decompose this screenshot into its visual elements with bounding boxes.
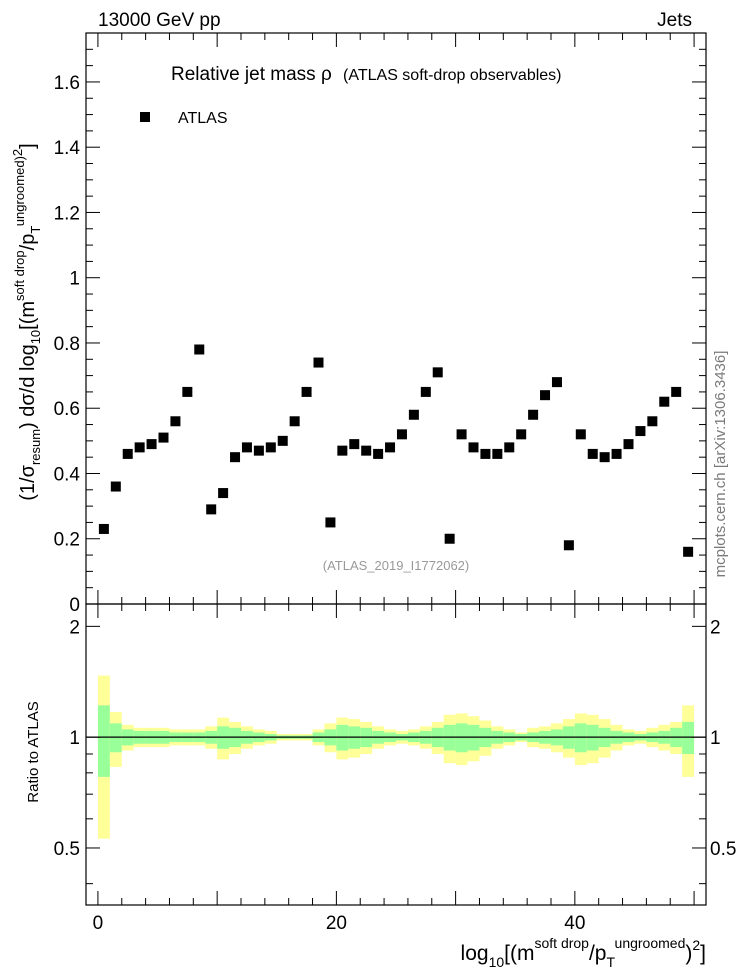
side-credit: mcplots.cern.ch [arXiv:1306.3436]	[712, 351, 729, 578]
ratio-uncertainty-bands	[97, 675, 695, 839]
data-point	[313, 357, 324, 368]
legend-marker-square	[140, 112, 150, 122]
x-tick-label: 0	[93, 913, 104, 934]
data-point	[647, 416, 658, 427]
y-tick-label: 1	[69, 269, 80, 290]
data-point	[134, 442, 145, 453]
data-point	[587, 448, 598, 459]
beam-label: 13000 GeV pp	[98, 10, 221, 31]
data-point	[158, 432, 169, 443]
x-axis-label: log10[(msoft drop/pTungroomed)2]	[461, 935, 706, 970]
y-tick-label: 0.4	[54, 464, 81, 485]
data-point	[253, 445, 264, 456]
data-point	[623, 439, 634, 450]
data-point	[563, 540, 574, 551]
y-tick-label: 0	[69, 595, 80, 616]
ratio-axis-ticks: 0.5 0.51 12 20 20 40	[54, 604, 736, 934]
svg-text:(1/σresum) dσ/d log10[(msoft d: (1/σresum) dσ/d log10[(msoft drop/pTungr…	[10, 143, 43, 500]
y-tick-label: 0.6	[54, 399, 80, 420]
data-point	[170, 416, 181, 427]
x-tick-label: 20	[326, 913, 347, 934]
y-tick-label: 1.2	[54, 203, 80, 224]
data-point	[575, 429, 586, 440]
data-point	[683, 546, 694, 557]
ratio-plot-frame	[85, 603, 707, 906]
data-points	[98, 344, 694, 557]
main-y-axis-label: (1/σresum) dσ/d log10[(msoft drop/pTungr…	[10, 143, 43, 500]
ratio-y-tick-label-right: 0.5	[710, 839, 736, 860]
legend-label: ATLAS	[178, 110, 228, 127]
data-point	[194, 344, 205, 355]
data-point	[206, 504, 217, 515]
svg-text:log10[(msoft drop/pTungroomed): log10[(msoft drop/pTungroomed)2]	[461, 935, 706, 970]
ratio-inner-band	[455, 723, 468, 753]
ratio-y-tick-label-left: 2	[69, 617, 80, 638]
data-point	[385, 442, 396, 453]
data-point	[396, 429, 407, 440]
data-point	[492, 448, 503, 459]
data-point	[361, 445, 372, 456]
y-tick-label: 0.8	[54, 334, 80, 355]
data-point	[122, 448, 133, 459]
ratio-y-tick-label-right: 1	[710, 728, 721, 749]
data-point	[408, 409, 419, 420]
data-point	[528, 409, 539, 420]
ratio-y-tick-label-right: 2	[710, 617, 721, 638]
data-point	[551, 377, 562, 388]
data-point	[218, 488, 229, 499]
data-point	[671, 386, 682, 397]
data-point	[480, 448, 491, 459]
plot-title-main: Relative jet mass ρ	[171, 64, 332, 85]
data-point	[146, 439, 157, 450]
data-point	[373, 448, 384, 459]
y-tick-label: 1.4	[54, 138, 81, 159]
ratio-inner-band	[97, 705, 110, 777]
y-tick-label: 0.2	[54, 530, 80, 551]
ratio-y-axis-label: Ratio to ATLAS	[25, 701, 42, 802]
data-point	[540, 390, 551, 401]
data-point	[265, 442, 276, 453]
data-point	[230, 452, 241, 463]
data-point	[504, 442, 515, 453]
data-point	[110, 481, 121, 492]
data-point	[468, 442, 479, 453]
data-point	[432, 367, 443, 378]
data-point	[456, 429, 467, 440]
data-point	[277, 435, 288, 446]
y-tick-label: 1.6	[54, 73, 80, 94]
process-label: Jets	[657, 10, 692, 31]
data-point	[420, 386, 431, 397]
ratio-y-tick-label-left: 0.5	[54, 839, 80, 860]
x-tick-label: 40	[564, 913, 585, 934]
plot-title: Relative jet mass ρ (ATLAS soft-drop obs…	[171, 64, 562, 85]
analysis-id: (ATLAS_2019_I1772062)	[323, 558, 469, 573]
data-point	[516, 429, 527, 440]
ratio-inner-band	[682, 721, 695, 755]
data-point	[349, 439, 360, 450]
ratio-inner-band	[574, 723, 587, 753]
data-point	[337, 445, 348, 456]
data-point	[611, 448, 622, 459]
data-point	[289, 416, 300, 427]
data-point	[98, 523, 109, 534]
ratio-inner-band	[109, 723, 122, 753]
data-point	[301, 386, 312, 397]
plot-title-sub: (ATLAS soft-drop observables)	[343, 67, 561, 84]
data-point	[325, 517, 336, 528]
data-point	[444, 533, 455, 544]
data-point	[241, 442, 252, 453]
ratio-y-tick-label-left: 1	[69, 728, 80, 749]
data-point	[635, 426, 646, 437]
data-point	[182, 386, 193, 397]
data-point	[659, 396, 670, 407]
data-point	[599, 452, 610, 463]
main-axis-ticks: 0 0.2 0.4 0.6 0.8 1 1.2 1.4 1.6	[54, 32, 706, 616]
